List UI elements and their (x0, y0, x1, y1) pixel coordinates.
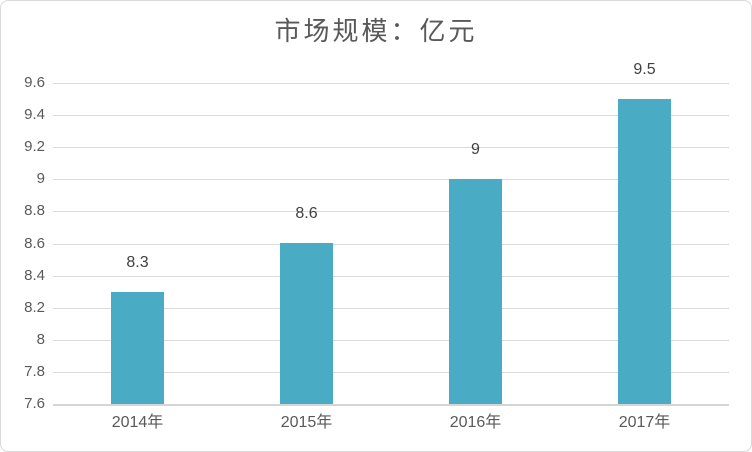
x-tick-label: 2016年 (449, 414, 502, 431)
bar-value-label: 8.6 (295, 205, 318, 222)
y-tick-label: 7.6 (24, 395, 45, 412)
gridline (53, 339, 729, 341)
gridline (53, 211, 729, 213)
bar-2016年 (449, 179, 502, 404)
bar-2014年 (111, 292, 164, 404)
bar-value-label: 9.5 (633, 61, 656, 78)
bar-value-label: 9 (471, 141, 480, 158)
x-tick-label: 2014年 (111, 414, 164, 431)
y-tick-label: 9.2 (24, 138, 45, 156)
y-tick-label: 7.8 (24, 362, 45, 380)
gridline (53, 275, 729, 277)
y-axis: 9.6 9.4 9.2 9 8.8 8.6 8.4 8.2 8 7.8 7.6 (1, 1, 45, 451)
y-tick-label: 8.4 (24, 266, 45, 284)
gridline (53, 307, 729, 309)
plot-area (53, 83, 729, 406)
y-tick-label: 9 (36, 170, 45, 188)
bar-2015年 (280, 243, 333, 404)
gridline (53, 179, 729, 181)
y-tick-label: 9.4 (24, 106, 45, 124)
gridline (53, 371, 729, 373)
x-tick-label: 2015年 (280, 414, 333, 431)
gridline (53, 115, 729, 117)
y-tick-label: 8.6 (24, 234, 45, 252)
y-tick-label: 8 (36, 330, 45, 348)
gridline (53, 147, 729, 149)
y-tick-label: 8.2 (24, 298, 45, 316)
bar-2017年 (618, 99, 671, 404)
gridline (53, 83, 729, 84)
x-tick-label: 2017年 (618, 414, 671, 431)
y-tick-label: 9.6 (24, 74, 45, 91)
bar-value-label: 8.3 (126, 254, 149, 271)
chart-title: 市场规模：亿元 (274, 16, 478, 46)
x-axis: 2014年 2015年 2016年 2017年 (53, 413, 729, 437)
gridline (53, 243, 729, 245)
y-tick-label: 8.8 (24, 202, 45, 220)
